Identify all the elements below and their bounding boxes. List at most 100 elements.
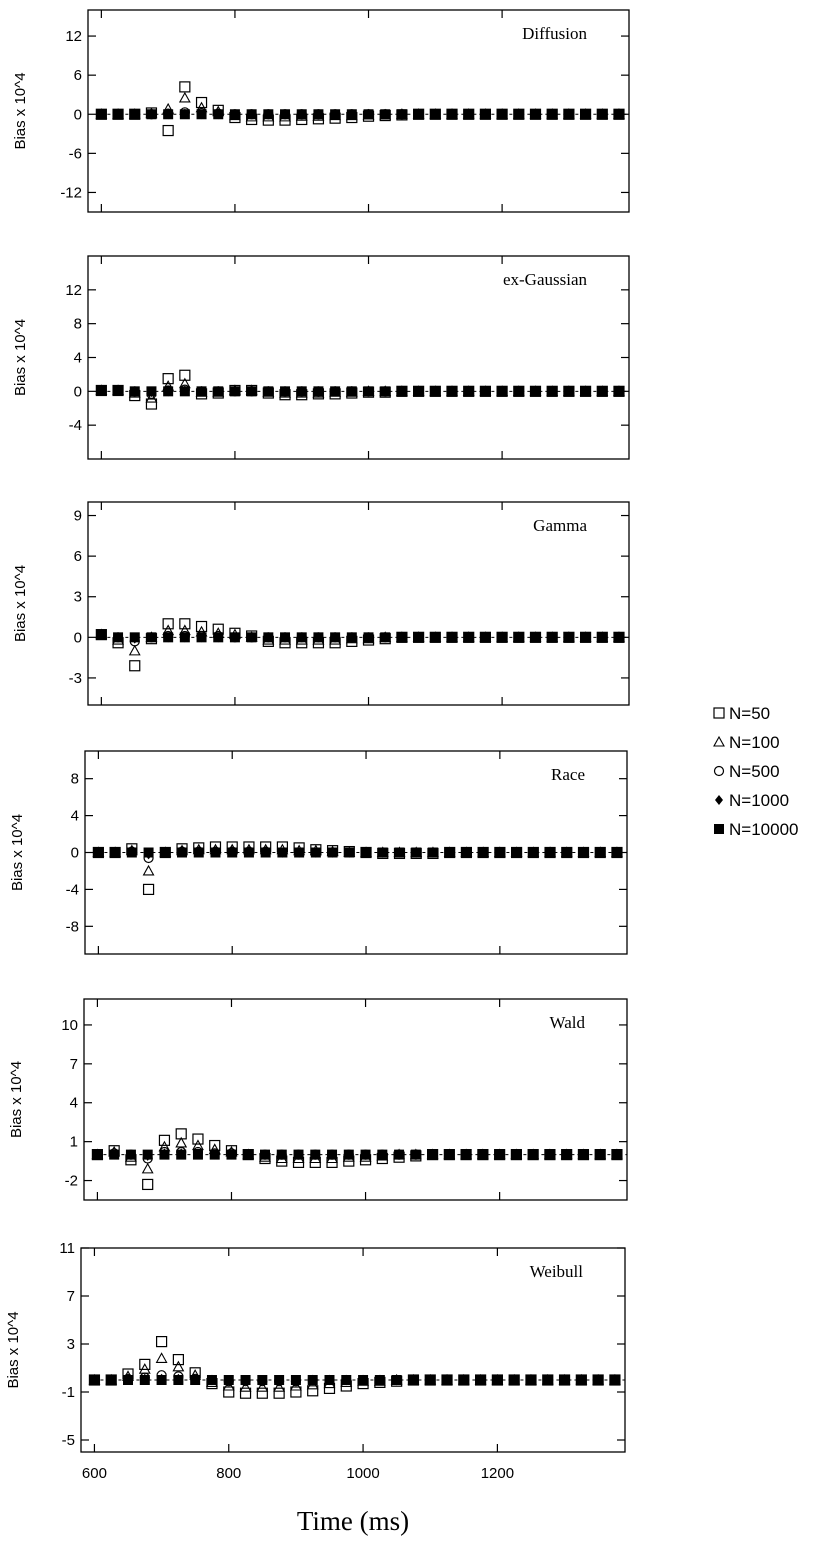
data-point bbox=[273, 1381, 286, 1392]
y-tick-label: -2 bbox=[65, 1173, 78, 1190]
data-point bbox=[92, 1149, 103, 1160]
y-tick-label: 7 bbox=[70, 1056, 78, 1073]
data-point bbox=[494, 847, 505, 858]
data-point bbox=[313, 109, 324, 120]
data-point bbox=[123, 1375, 134, 1385]
data-point bbox=[294, 847, 305, 858]
data-point bbox=[447, 386, 458, 397]
y-tick-label: -4 bbox=[69, 417, 82, 434]
data-point bbox=[408, 1375, 419, 1385]
data-point bbox=[595, 847, 606, 858]
data-point bbox=[509, 1375, 520, 1385]
data-point bbox=[141, 1162, 154, 1174]
data-point bbox=[394, 1149, 405, 1160]
data-point bbox=[542, 1375, 553, 1385]
data-point bbox=[330, 386, 341, 397]
series-n-10000 bbox=[96, 385, 624, 397]
data-point bbox=[143, 847, 154, 858]
panel-diffusion: 12 6 0 -6 -12 Bias x 10^4 Diffusion bbox=[12, 9, 630, 213]
panel-ex-gaussian: 12 8 4 0 -4 Bias x 10^4 ex-Gaussian bbox=[12, 255, 630, 460]
data-point bbox=[296, 109, 307, 120]
data-point bbox=[213, 386, 224, 397]
data-point bbox=[277, 847, 288, 858]
data-point bbox=[210, 847, 221, 858]
data-point bbox=[310, 847, 321, 858]
plot-frame bbox=[83, 998, 628, 1201]
data-point bbox=[346, 632, 357, 643]
data-point bbox=[363, 386, 374, 397]
data-point bbox=[413, 109, 424, 120]
data-point bbox=[313, 632, 324, 643]
data-point bbox=[477, 1149, 488, 1160]
data-point bbox=[358, 1375, 369, 1385]
series-n-10000 bbox=[93, 847, 622, 858]
x-tick-label: 1000 bbox=[346, 1465, 379, 1482]
panel-title: Wald bbox=[550, 1013, 586, 1032]
data-point bbox=[256, 1381, 269, 1392]
data-point bbox=[580, 386, 591, 397]
data-point bbox=[190, 1375, 201, 1385]
data-point bbox=[163, 386, 174, 397]
y-axis-label: Bias x 10^4 bbox=[8, 1061, 25, 1138]
data-point bbox=[413, 632, 424, 643]
data-point bbox=[544, 1149, 555, 1160]
data-point bbox=[613, 632, 624, 643]
data-point bbox=[380, 386, 391, 397]
data-point bbox=[461, 1149, 472, 1160]
data-point bbox=[260, 1149, 270, 1160]
data-point bbox=[545, 847, 556, 858]
y-tick-label: 8 bbox=[74, 316, 82, 333]
y-tick-label: 9 bbox=[74, 508, 82, 525]
data-point bbox=[172, 1353, 184, 1366]
data-point bbox=[142, 1178, 154, 1191]
data-point bbox=[196, 632, 207, 643]
series-n-1000 bbox=[97, 629, 623, 644]
data-point bbox=[559, 1375, 570, 1385]
data-point bbox=[196, 386, 207, 397]
data-point bbox=[613, 386, 624, 397]
series-n-100 bbox=[95, 377, 625, 403]
data-point bbox=[160, 847, 171, 858]
data-point bbox=[411, 847, 422, 858]
y-tick-label: 0 bbox=[74, 383, 82, 400]
panel-weibull: 11 7 3 -1 -5 Bias x 10^4 Weibull bbox=[5, 1240, 626, 1453]
data-point bbox=[380, 632, 391, 643]
plot-frame bbox=[87, 501, 630, 706]
y-tick-label: 3 bbox=[67, 1336, 75, 1353]
data-point bbox=[528, 847, 539, 858]
x-tick-label: 800 bbox=[216, 1465, 241, 1482]
data-point bbox=[129, 109, 140, 120]
data-point bbox=[223, 1386, 235, 1398]
data-point bbox=[229, 386, 240, 397]
data-point bbox=[513, 386, 524, 397]
y-tick-label: 10 bbox=[61, 1017, 78, 1034]
data-point bbox=[343, 1149, 354, 1160]
data-point bbox=[447, 109, 458, 120]
legend-label: N=50 bbox=[729, 704, 770, 723]
legend-marker bbox=[713, 735, 725, 747]
data-point bbox=[313, 386, 324, 397]
data-point bbox=[162, 124, 174, 137]
panel-title: Race bbox=[551, 765, 585, 784]
data-point bbox=[129, 386, 140, 397]
data-point bbox=[276, 1149, 287, 1160]
data-point bbox=[561, 1149, 572, 1160]
y-tick-label: -6 bbox=[69, 145, 82, 162]
data-point bbox=[179, 369, 191, 381]
data-point bbox=[209, 1149, 220, 1160]
data-point bbox=[344, 847, 355, 858]
data-point bbox=[110, 847, 121, 858]
data-point bbox=[142, 864, 155, 876]
series-n-100 bbox=[95, 624, 625, 656]
y-tick-label: 0 bbox=[74, 629, 82, 646]
data-point bbox=[427, 1149, 438, 1160]
x-tick-label: 600 bbox=[82, 1465, 107, 1482]
data-point bbox=[341, 1375, 352, 1385]
data-point bbox=[394, 847, 405, 858]
series-n-10000 bbox=[96, 629, 624, 643]
data-point bbox=[363, 632, 374, 643]
y-tick-label: 1 bbox=[70, 1134, 78, 1151]
data-point bbox=[179, 81, 191, 93]
data-point bbox=[595, 1149, 606, 1160]
